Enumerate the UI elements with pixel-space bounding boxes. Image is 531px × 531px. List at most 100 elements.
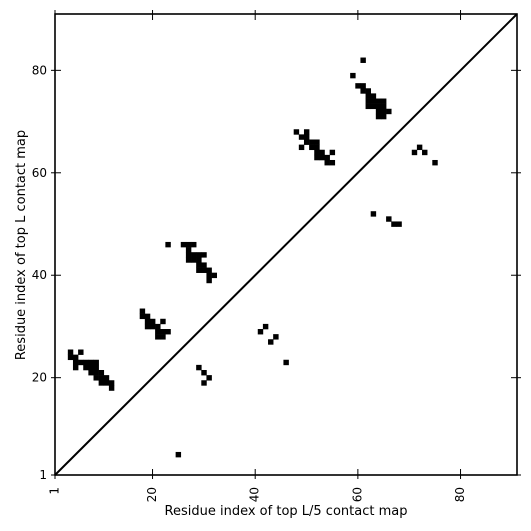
contact-point [165, 329, 171, 335]
contact-point [155, 334, 161, 340]
contact-point [324, 159, 330, 166]
contact-point [67, 349, 74, 355]
x-tick-label: 80 [453, 487, 467, 502]
contact-point [180, 241, 187, 248]
contact-point [314, 154, 320, 161]
contact-point [155, 323, 161, 330]
contact-point [144, 323, 151, 330]
contact-point [257, 329, 264, 335]
contact-point [78, 349, 84, 355]
contact-point [185, 241, 192, 248]
y-axis-label: Residue index of top L contact map [14, 130, 29, 360]
contact-point [196, 257, 202, 263]
contact-point [201, 262, 207, 268]
contact-point [103, 380, 110, 386]
contact-point [262, 323, 269, 330]
contact-point [196, 267, 202, 273]
contact-point [268, 339, 274, 345]
contact-point [201, 369, 207, 376]
contact-point [380, 98, 387, 104]
contact-point [365, 98, 371, 104]
contact-point [303, 134, 310, 140]
contact-point [160, 329, 166, 335]
contact-points [67, 57, 438, 458]
contact-point [350, 72, 356, 79]
contact-point [185, 247, 192, 253]
contact-point [83, 359, 89, 366]
contact-point [355, 83, 361, 89]
contact-point [83, 364, 89, 371]
y-tick-label: 40 [32, 268, 47, 282]
contact-point [72, 359, 79, 366]
contact-point [370, 211, 377, 217]
contact-point [329, 149, 336, 156]
x-axis-label: Residue index of top L/5 contact map [165, 504, 408, 519]
y-tick-label: 1 [39, 468, 47, 482]
contact-point [298, 134, 305, 140]
contact-point [88, 369, 94, 376]
x-tick-label: 40 [248, 487, 262, 502]
contact-point [149, 318, 156, 325]
contact-point [206, 277, 212, 284]
contact-point [396, 221, 402, 227]
contact-point [380, 103, 387, 110]
contact-point [298, 144, 305, 151]
contact-point [370, 93, 377, 99]
x-tick-label: 20 [145, 487, 159, 502]
contact-point [160, 318, 166, 325]
contact-point [206, 375, 212, 381]
contact-point [72, 354, 79, 361]
y-tick-label: 80 [32, 63, 47, 77]
contact-point [273, 334, 279, 340]
contact-point [149, 323, 156, 330]
contact-point [93, 359, 99, 366]
contact-point [386, 216, 392, 222]
contact-point [314, 149, 320, 156]
contact-point [93, 375, 99, 381]
contact-point [211, 272, 217, 279]
contact-point [206, 272, 212, 279]
contact-point [191, 241, 197, 248]
contact-point [375, 103, 382, 110]
contact-point [370, 98, 377, 104]
contact-point [175, 451, 182, 458]
contact-point [201, 380, 207, 386]
contact-point [416, 144, 423, 151]
contact-point [78, 359, 84, 366]
contact-point [324, 154, 330, 161]
contact-point [108, 380, 115, 386]
contact-point [139, 313, 146, 320]
contact-point [72, 364, 79, 371]
contact-point [108, 385, 115, 391]
contact-point [314, 144, 320, 151]
contact-point [314, 139, 320, 145]
contact-point [293, 129, 300, 135]
contact-point [391, 221, 397, 227]
contact-point [196, 364, 202, 371]
plot-frame [54, 13, 518, 476]
contact-point [375, 113, 382, 120]
contact-point [144, 313, 151, 320]
contact-point [360, 88, 366, 94]
axis-ticks: 1 20 40 60 80 1 20 40 60 80 [32, 10, 521, 502]
contact-point [201, 252, 207, 258]
contact-point [380, 108, 387, 115]
contact-point [155, 329, 161, 335]
contact-point [370, 103, 377, 110]
y-tick-label: 60 [32, 166, 47, 180]
contact-point [303, 139, 310, 145]
contact-point [165, 241, 171, 248]
contact-point [375, 98, 382, 104]
contact-point [319, 149, 325, 156]
contact-point [309, 144, 315, 151]
x-tick-label: 60 [350, 487, 364, 502]
contact-point [303, 129, 310, 135]
contact-point [365, 93, 371, 99]
contact-point [139, 308, 146, 314]
contact-point [329, 159, 336, 166]
contact-point [88, 364, 94, 371]
contact-point [191, 257, 197, 263]
contact-point [206, 267, 212, 273]
y-tick-label: 20 [32, 371, 47, 385]
